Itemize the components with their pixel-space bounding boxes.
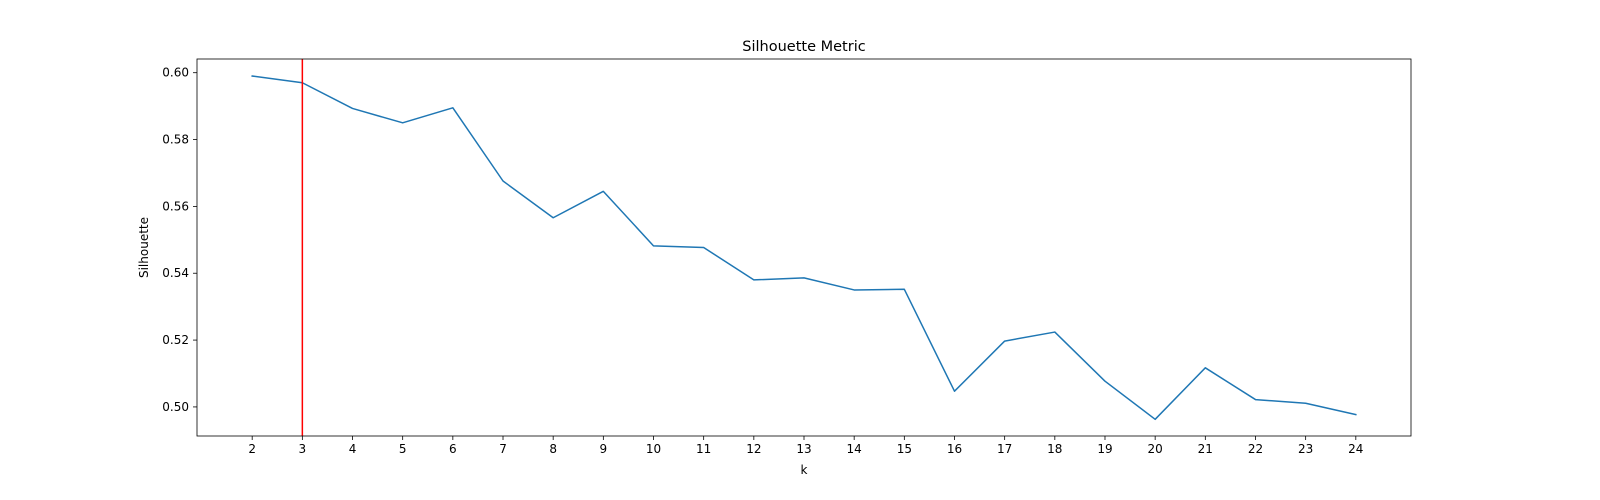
x-tick-label: 6 — [449, 442, 457, 456]
x-tick-label: 17 — [997, 442, 1012, 456]
x-tick-label: 13 — [796, 442, 811, 456]
y-tick-label: 0.52 — [162, 333, 189, 347]
x-tick-label: 21 — [1198, 442, 1213, 456]
y-tick-label: 0.58 — [162, 133, 189, 147]
y-tick-label: 0.54 — [162, 266, 189, 280]
y-tick-label: 0.56 — [162, 199, 189, 213]
x-tick-label: 3 — [299, 442, 307, 456]
x-tick-label: 14 — [847, 442, 862, 456]
y-tick-label: 0.50 — [162, 400, 189, 414]
x-tick-label: 2 — [248, 442, 256, 456]
plot-area: 2 3 4 5 6 7 8 9 10 11 12 13 14 15 16 17 18 19 20 21 22 23 240.… — [162, 58, 1412, 456]
series-line — [251, 75, 1357, 421]
x-tick-label: 22 — [1248, 442, 1263, 456]
chart-title: Silhouette Metric — [742, 39, 865, 55]
x-tick-label: 20 — [1148, 442, 1163, 456]
x-tick-label: 8 — [549, 442, 557, 456]
y-axis-title: Silhouette — [137, 217, 151, 278]
x-tick-label: 10 — [646, 442, 661, 456]
y-tick-label: 0.60 — [162, 66, 189, 80]
x-tick-label: 18 — [1047, 442, 1062, 456]
x-tick-label: 5 — [399, 442, 407, 456]
x-axis-title: k — [801, 463, 808, 477]
x-tick-label: 4 — [349, 442, 357, 456]
x-tick-label: 24 — [1348, 442, 1363, 456]
axes-frame — [196, 58, 1412, 437]
x-tick-label: 9 — [600, 442, 608, 456]
x-tick-label: 12 — [746, 442, 761, 456]
x-tick-label: 23 — [1298, 442, 1313, 456]
x-tick-label: 19 — [1097, 442, 1112, 456]
x-tick-label: 11 — [696, 442, 711, 456]
x-tick-label: 16 — [947, 442, 962, 456]
x-tick-label: 7 — [499, 442, 507, 456]
x-tick-label: 15 — [897, 442, 912, 456]
